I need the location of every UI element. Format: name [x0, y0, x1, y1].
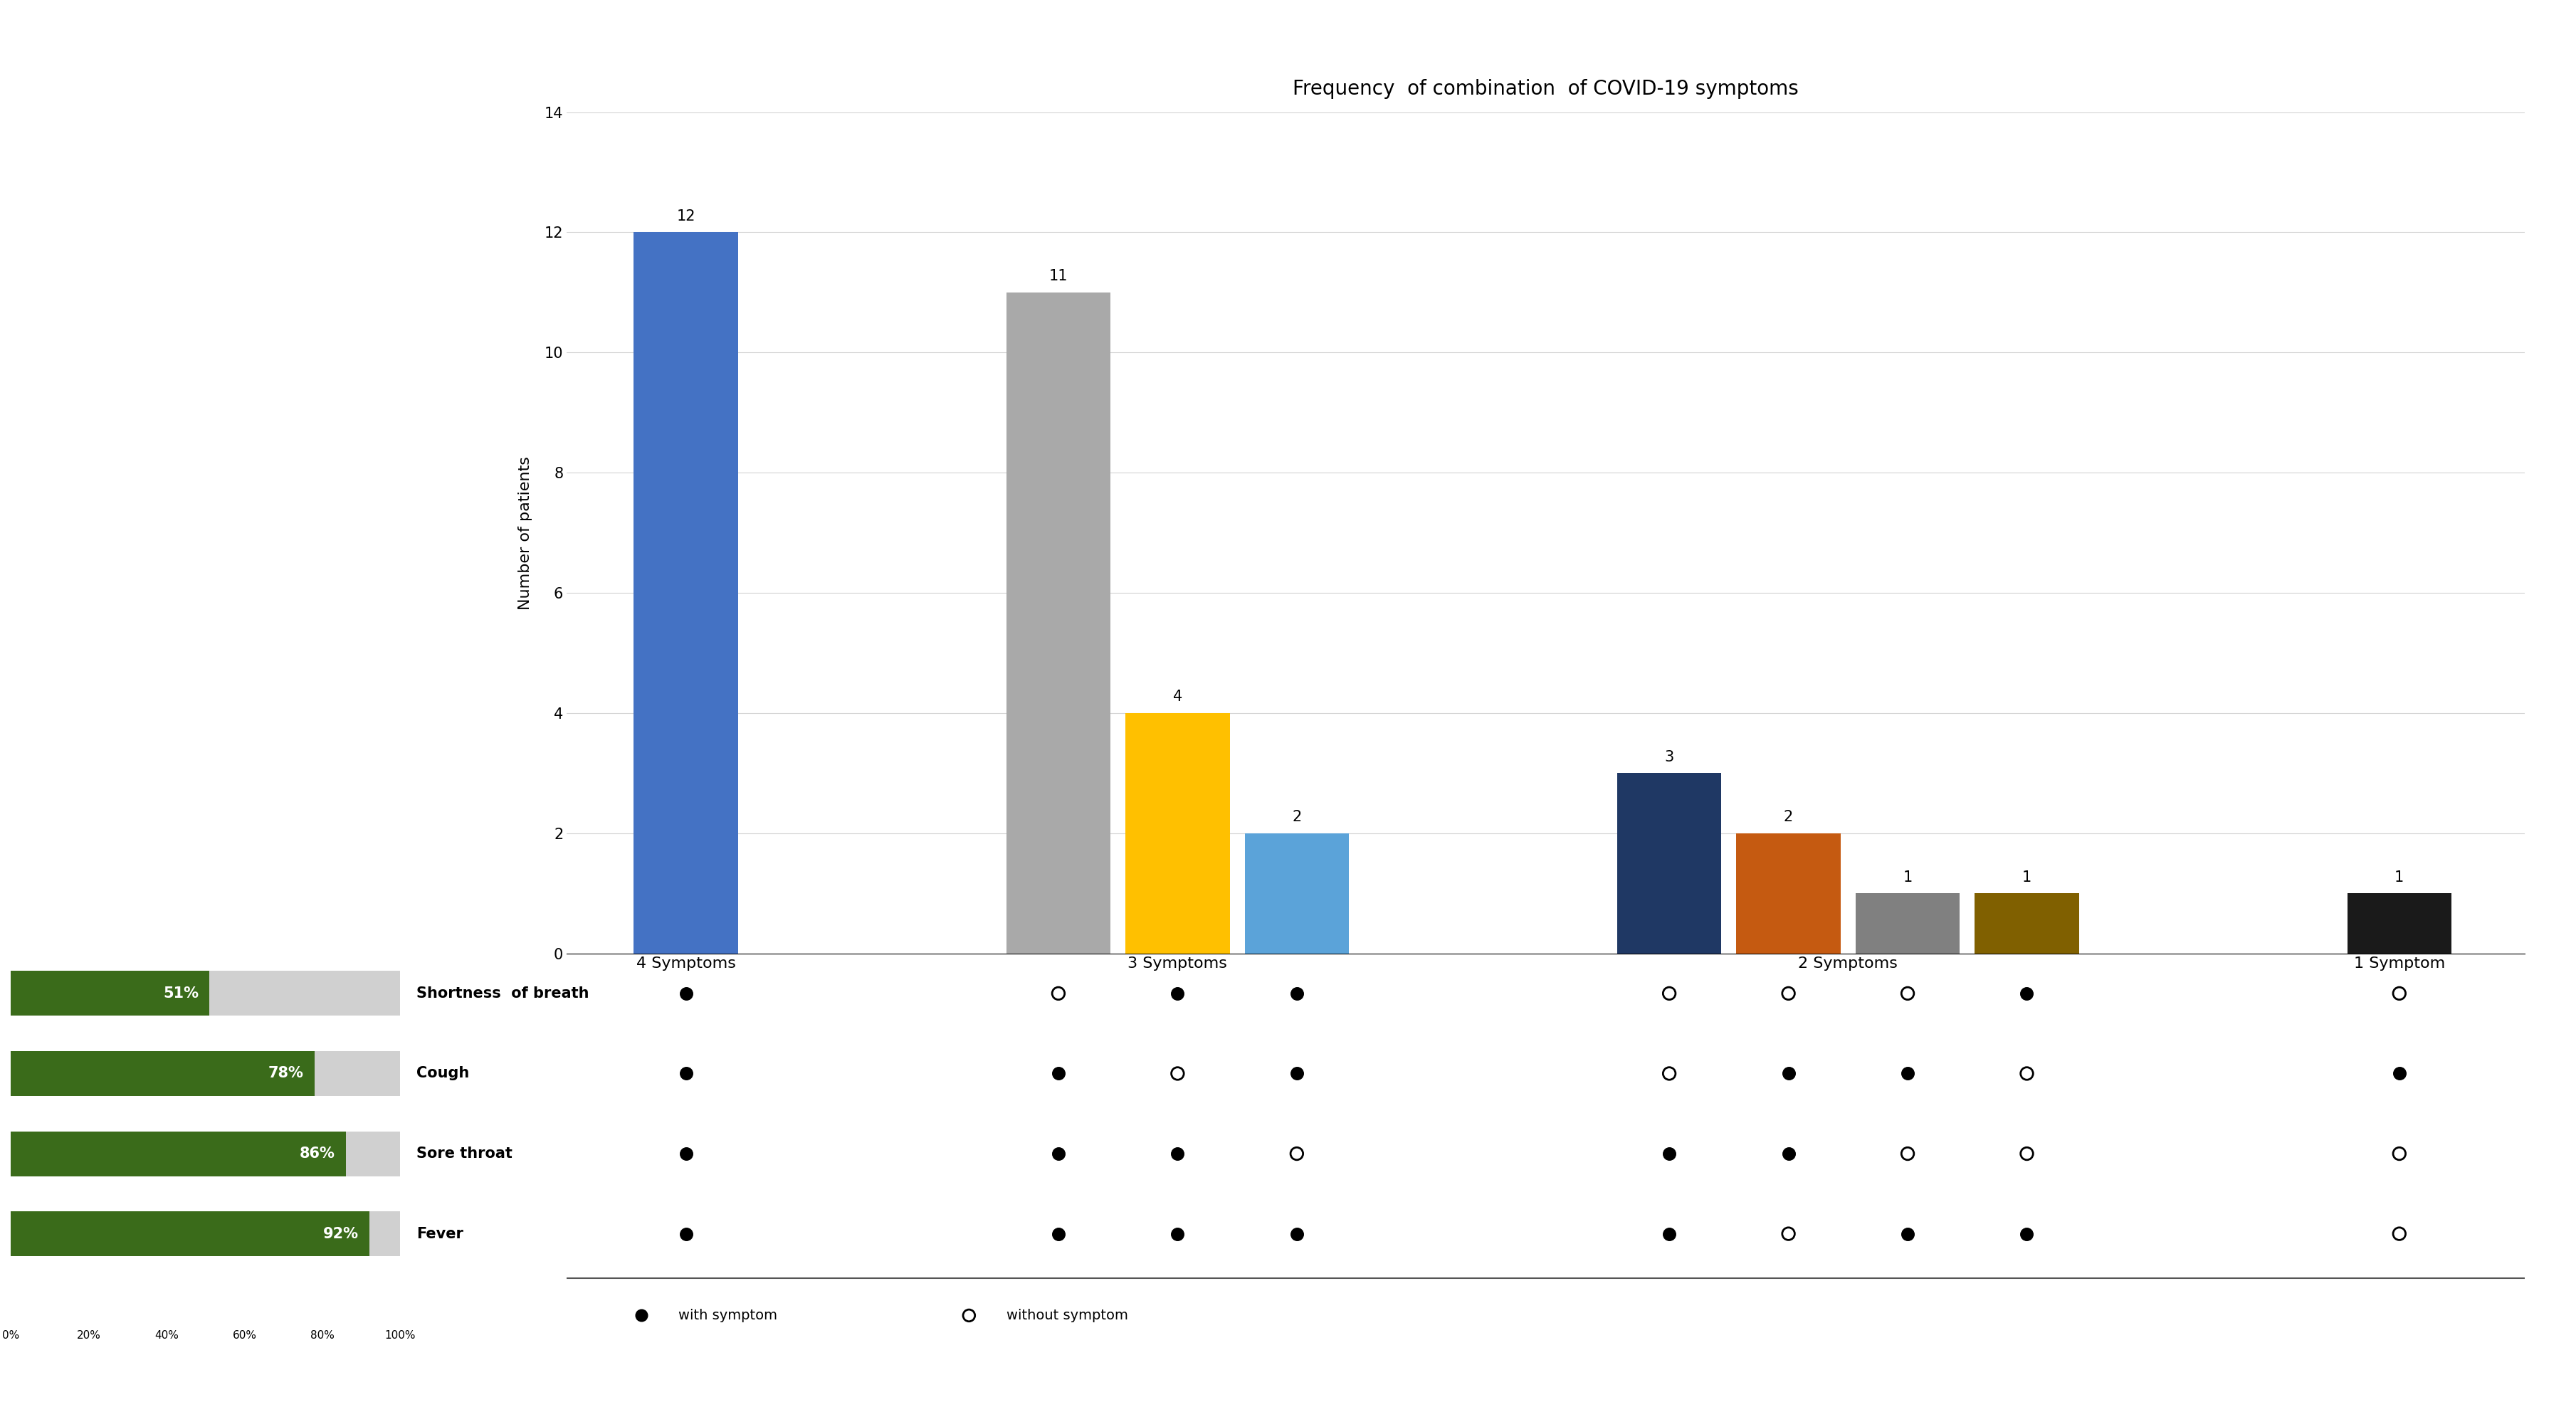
Point: [1649, 1063, 1690, 1085]
Bar: [1126, 714, 1229, 953]
Bar: [1976, 893, 2079, 953]
Text: 92%: 92%: [322, 1227, 358, 1241]
Text: 11: 11: [1048, 269, 1069, 283]
Bar: [1244, 833, 1350, 953]
Text: 1: 1: [2396, 871, 2403, 885]
Point: [1275, 1063, 1316, 1085]
Text: 78%: 78%: [268, 1067, 304, 1081]
Point: [1038, 1063, 1079, 1085]
Text: 0%: 0%: [3, 1330, 21, 1340]
Point: [665, 1143, 706, 1165]
Point: [1038, 983, 1079, 1005]
Point: [665, 1223, 706, 1245]
Point: [1649, 1143, 1690, 1165]
Bar: [10, 1211, 399, 1256]
Point: [1275, 1223, 1316, 1245]
Text: 4: 4: [1172, 690, 1182, 704]
Point: [2007, 1143, 2048, 1165]
Point: [1767, 1063, 1808, 1085]
Text: 3: 3: [1664, 750, 1674, 764]
Bar: [10, 972, 399, 1016]
Text: 80%: 80%: [309, 1330, 335, 1340]
Bar: [10, 972, 209, 1016]
Point: [1649, 983, 1690, 1005]
Title: Frequency  of combination  of COVID-19 symptoms: Frequency of combination of COVID-19 sym…: [1293, 79, 1798, 98]
Point: [1767, 1143, 1808, 1165]
Bar: [10, 1052, 399, 1096]
Point: [1888, 1143, 1929, 1165]
Bar: [10, 1211, 368, 1256]
Point: [1038, 1143, 1079, 1165]
Bar: [1855, 893, 1960, 953]
Point: [1888, 1063, 1929, 1085]
Point: [1767, 983, 1808, 1005]
Point: [1888, 983, 1929, 1005]
Point: [2007, 1223, 2048, 1245]
Text: 60%: 60%: [232, 1330, 258, 1340]
Bar: [10, 1131, 345, 1176]
Text: 51%: 51%: [162, 986, 198, 1001]
Point: [1767, 1223, 1808, 1245]
Text: Shortness  of breath: Shortness of breath: [417, 986, 590, 1001]
Bar: [10, 1052, 314, 1096]
Text: 20%: 20%: [77, 1330, 100, 1340]
Text: 40%: 40%: [155, 1330, 178, 1340]
Text: with symptom: with symptom: [677, 1308, 778, 1322]
Point: [1649, 1223, 1690, 1245]
Point: [1157, 1063, 1198, 1085]
Text: 2: 2: [1783, 810, 1793, 824]
Point: [2007, 983, 2048, 1005]
Text: 12: 12: [677, 209, 696, 223]
Text: 86%: 86%: [299, 1147, 335, 1161]
Bar: [10, 1131, 399, 1176]
Point: [1157, 983, 1198, 1005]
Bar: [1618, 773, 1721, 953]
Bar: [1736, 833, 1842, 953]
Point: [2007, 1063, 2048, 1085]
Point: [1157, 1223, 1198, 1245]
Point: [1275, 1143, 1316, 1165]
Bar: [1007, 293, 1110, 953]
Text: 2: 2: [1293, 810, 1301, 824]
Bar: [634, 233, 739, 953]
Point: [948, 1304, 989, 1326]
Point: [1888, 1223, 1929, 1245]
Point: [2378, 1143, 2419, 1165]
Text: Cough: Cough: [417, 1067, 469, 1081]
Text: 1: 1: [1904, 871, 1911, 885]
Point: [1157, 1143, 1198, 1165]
Point: [2378, 1063, 2419, 1085]
Text: 1: 1: [2022, 871, 2032, 885]
Text: Sore throat: Sore throat: [417, 1147, 513, 1161]
Point: [2378, 1223, 2419, 1245]
Bar: [2347, 893, 2452, 953]
Point: [665, 1063, 706, 1085]
Y-axis label: Number of patients: Number of patients: [518, 456, 533, 610]
Point: [1275, 983, 1316, 1005]
Text: without symptom: without symptom: [1007, 1308, 1128, 1322]
Text: 100%: 100%: [384, 1330, 415, 1340]
Point: [2378, 983, 2419, 1005]
Point: [621, 1304, 662, 1326]
Point: [665, 983, 706, 1005]
Text: Fever: Fever: [417, 1227, 464, 1241]
Point: [1038, 1223, 1079, 1245]
